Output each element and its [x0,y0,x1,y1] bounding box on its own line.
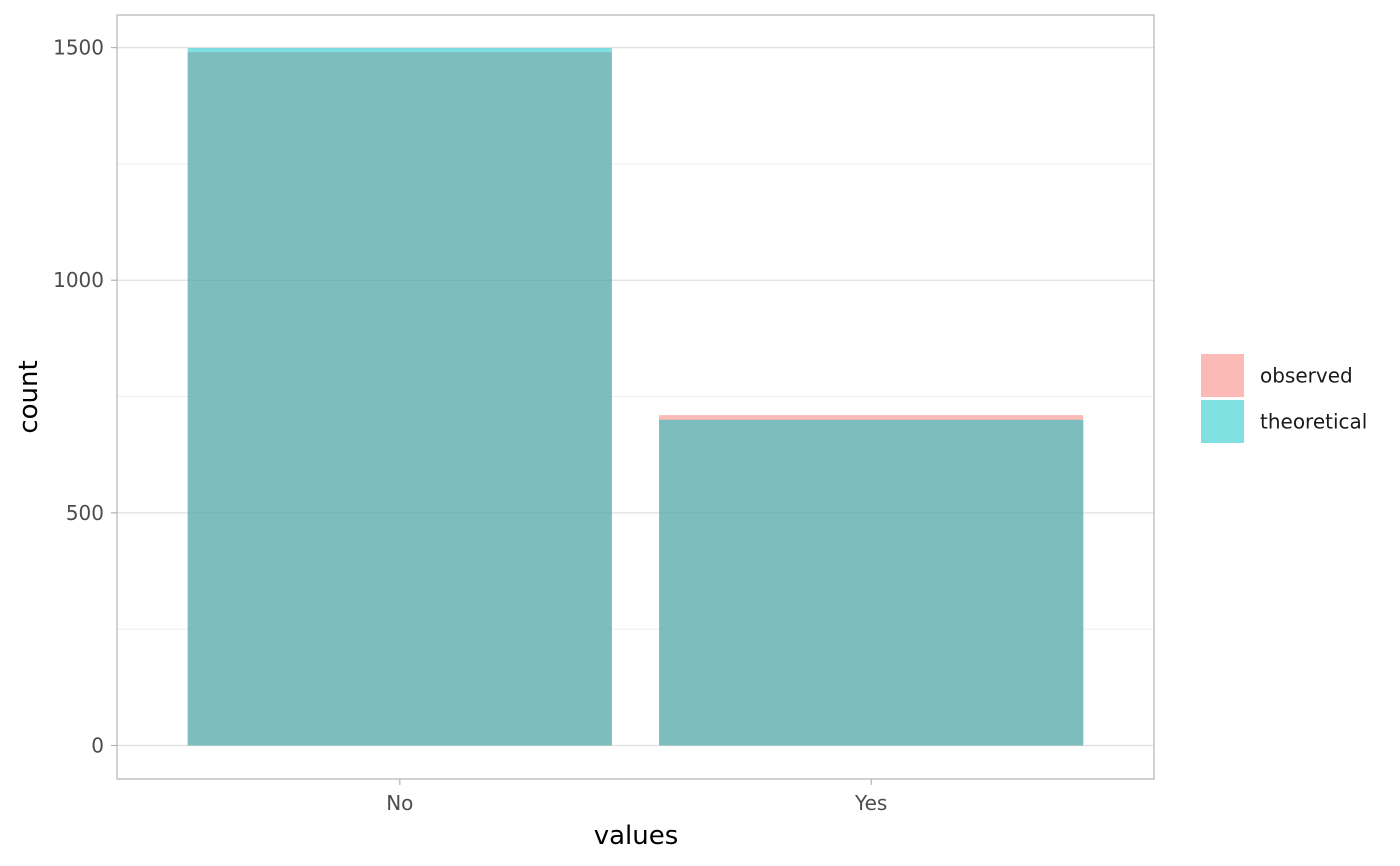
y-tick-label: 1500 [53,36,104,60]
y-axis: 0 500 1000 1500 [53,36,117,757]
x-tick-label: Yes [854,791,887,815]
y-axis-title: count [14,360,44,433]
x-tick-label: No [386,791,413,815]
y-tick-label: 0 [91,733,104,757]
bars-layer [187,48,1084,746]
legend: observed theoretical [1201,354,1367,443]
bar-theoretical-yes [659,419,1084,746]
legend-key-theoretical [1201,400,1244,443]
x-axis-title: values [594,821,679,851]
y-tick-label: 500 [66,501,104,525]
legend-label-theoretical: theoretical [1260,410,1367,434]
legend-key-observed [1201,354,1244,397]
x-axis: No Yes [386,779,887,815]
bar-theoretical-no [187,48,612,746]
legend-label-observed: observed [1260,364,1353,388]
y-tick-label: 1000 [53,268,104,292]
panel-border [116,14,1155,780]
